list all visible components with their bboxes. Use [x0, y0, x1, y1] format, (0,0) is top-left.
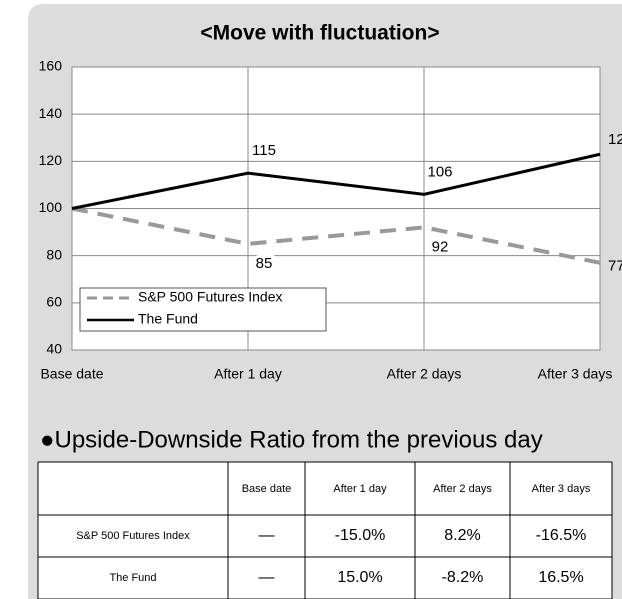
legend-label: The Fund [138, 311, 198, 327]
legend-box [79, 287, 327, 332]
table-title: ●Upside-Downside Ratio from the previous… [40, 426, 543, 453]
line-series [71, 152, 601, 210]
row-header: S&P 500 Futures Index [76, 530, 190, 542]
line-series [71, 206, 601, 265]
column-header: Base date [242, 483, 292, 495]
y-tick-label: 60 [46, 294, 62, 310]
legend-label: S&P 500 Futures Index [138, 289, 283, 305]
table-bg [38, 462, 612, 599]
column-header: After 3 days [532, 483, 591, 495]
y-tick-label: 100 [39, 199, 63, 215]
column-header: After 2 days [433, 483, 492, 495]
x-tick-label: Base date [40, 366, 103, 382]
table-cell: -15.0% [335, 527, 386, 544]
table-cell: — [259, 569, 275, 586]
data-label: 115 [252, 142, 276, 159]
y-tick-label: 120 [39, 152, 63, 168]
y-tick-label: 80 [46, 246, 62, 262]
y-tick-label: 140 [39, 105, 63, 121]
table-cell: 8.2% [444, 527, 480, 544]
table-cell: 15.0% [337, 569, 382, 586]
table: Base date After 1 day After 2 days After 3 … [37, 461, 613, 599]
chart-title: <Move with fluctuation> [200, 22, 439, 45]
table-cell: -16.5% [536, 527, 587, 544]
data-label: 77 [608, 258, 622, 275]
x-tick-label: After 1 day [214, 366, 282, 382]
y-tick-label: 40 [46, 341, 62, 357]
table-cell: — [259, 527, 275, 544]
row-header: The Fund [109, 572, 156, 584]
data-label: 92 [432, 238, 449, 255]
data-label: 123 [608, 131, 622, 148]
data-label: 85 [256, 255, 273, 272]
table-cell: 16.5% [538, 569, 583, 586]
table-cell: -8.2% [442, 569, 484, 586]
y-tick-label: 160 [39, 58, 63, 74]
data-label: 106 [427, 163, 452, 180]
x-tick-label: After 2 days [387, 366, 462, 382]
x-tick-label: After 3 days [538, 366, 613, 382]
column-header: After 1 day [333, 483, 387, 495]
